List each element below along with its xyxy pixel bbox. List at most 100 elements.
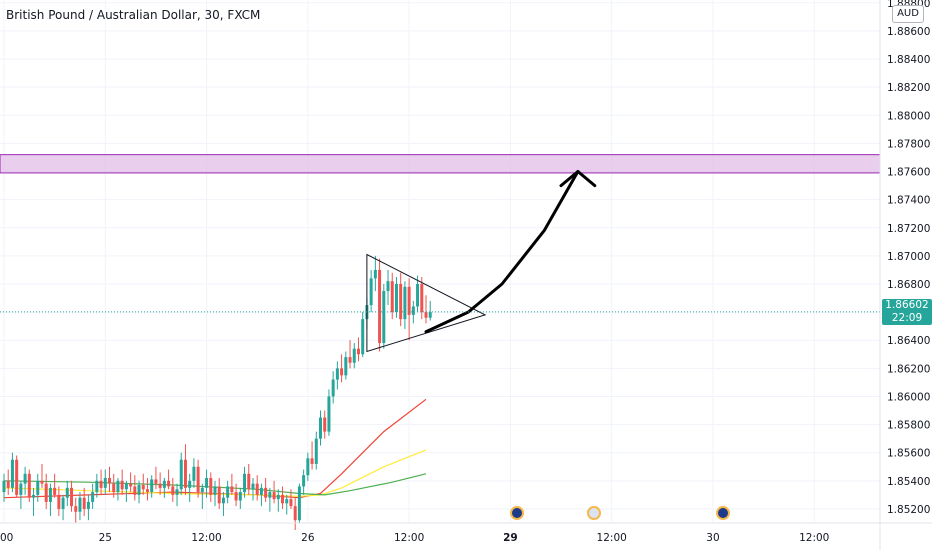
grid-lines <box>0 0 880 523</box>
time-tick-label: 00 <box>0 532 13 544</box>
resistance-zone[interactable] <box>0 154 881 174</box>
candle-body <box>230 486 234 493</box>
time-tick-label: 12:00 <box>597 532 627 544</box>
candle-body <box>95 480 99 493</box>
candle-body <box>213 486 217 495</box>
candle-body <box>192 466 196 481</box>
candle-body <box>264 487 268 498</box>
price-tick-label: 1.87000 <box>887 251 930 263</box>
candle-body <box>259 487 263 495</box>
candle-body <box>116 480 120 493</box>
candle-body <box>217 486 221 504</box>
candle-body <box>65 487 69 498</box>
candle-body <box>373 269 377 279</box>
candle-body <box>2 480 6 493</box>
candle-body <box>281 494 285 504</box>
candle-body <box>386 281 390 292</box>
candle-body <box>48 487 52 502</box>
candle-body <box>61 497 65 509</box>
candle-body <box>416 283 420 307</box>
time-tick-label: 26 <box>301 532 315 544</box>
candle-body <box>411 306 415 315</box>
candle-body <box>175 489 179 495</box>
australia-flag-icon[interactable] <box>716 506 730 520</box>
candle-body <box>23 473 27 484</box>
price-tick-label: 1.85800 <box>887 420 930 432</box>
candle-body <box>112 483 116 493</box>
candle-body <box>150 479 154 493</box>
candle-body <box>44 483 48 502</box>
price-tick-label: 1.86200 <box>887 363 930 375</box>
candle-body <box>129 483 133 487</box>
price-tick-label: 1.88400 <box>887 54 930 66</box>
candle-body <box>331 379 335 397</box>
candle-body <box>171 486 175 495</box>
candle-body <box>158 483 162 488</box>
candle-body <box>221 497 225 504</box>
candle-body <box>205 478 209 488</box>
candle-body <box>78 497 82 512</box>
candle-body <box>302 475 306 487</box>
price-tick-label: 1.85200 <box>887 504 930 516</box>
candle-body <box>10 459 14 488</box>
australia-flag-icon[interactable] <box>510 506 524 520</box>
candle-body <box>32 494 36 498</box>
currency-label[interactable]: AUD <box>892 5 924 23</box>
candle-body <box>276 494 280 500</box>
price-axis[interactable]: 1.85200 1.85400 1.85600 1.85800 1.86000 1.862… <box>887 0 930 516</box>
candle-body <box>137 485 141 495</box>
candle-body <box>399 283 403 320</box>
time-tick-label: 12:00 <box>799 532 829 544</box>
candle-body <box>234 492 238 501</box>
candle-body <box>162 480 166 488</box>
price-tick-label: 1.87600 <box>887 167 930 179</box>
candle-body <box>420 283 424 313</box>
candle-body <box>314 438 318 464</box>
projection-arrow <box>424 170 580 334</box>
candle-body <box>428 312 432 318</box>
candle-body <box>323 417 327 432</box>
candle-body <box>255 483 259 495</box>
time-tick-label: 29 <box>503 532 518 544</box>
candle-body <box>335 368 339 380</box>
candle-body <box>340 368 344 376</box>
time-tick-label: 12:00 <box>191 532 221 544</box>
last-price-tag: 1.86602 22:09 <box>882 298 932 325</box>
candle-body <box>209 478 213 495</box>
candle-body <box>293 506 297 521</box>
price-tick-label: 1.87400 <box>887 195 930 207</box>
price-tick-label: 1.86800 <box>887 279 930 291</box>
price-tick-label: 1.85600 <box>887 448 930 460</box>
candle-body <box>27 473 31 498</box>
candle-body <box>74 506 78 512</box>
candle-body <box>403 286 407 320</box>
time-tick-label: 30 <box>706 532 719 544</box>
candle-body <box>382 291 386 344</box>
candle-body <box>82 497 86 509</box>
price-tick-label: 1.88000 <box>887 110 930 122</box>
candle-body <box>196 466 200 493</box>
candle-body <box>145 489 149 493</box>
candle-body <box>251 483 255 490</box>
candle-body <box>352 348 356 363</box>
candle-body <box>407 286 411 315</box>
candle-body <box>394 283 398 313</box>
uk-flag-icon[interactable] <box>587 506 601 520</box>
drawings[interactable] <box>366 170 597 353</box>
candle-body <box>247 473 251 490</box>
candle-body <box>272 492 276 500</box>
candle-body <box>167 480 171 487</box>
candle-body <box>327 396 331 432</box>
bar-countdown: 22:09 <box>891 311 923 324</box>
candle-body <box>243 473 247 493</box>
candle-body <box>200 487 204 493</box>
price-tick-label: 1.86000 <box>887 391 930 403</box>
candle-body <box>70 487 74 507</box>
candle-body <box>306 458 310 476</box>
candle-body <box>238 492 242 501</box>
candle-body <box>319 417 322 439</box>
time-axis[interactable]: 00 25 12:00 26 12:00 29 12:00 30 12:00 <box>0 532 829 544</box>
candle-body <box>86 501 90 509</box>
